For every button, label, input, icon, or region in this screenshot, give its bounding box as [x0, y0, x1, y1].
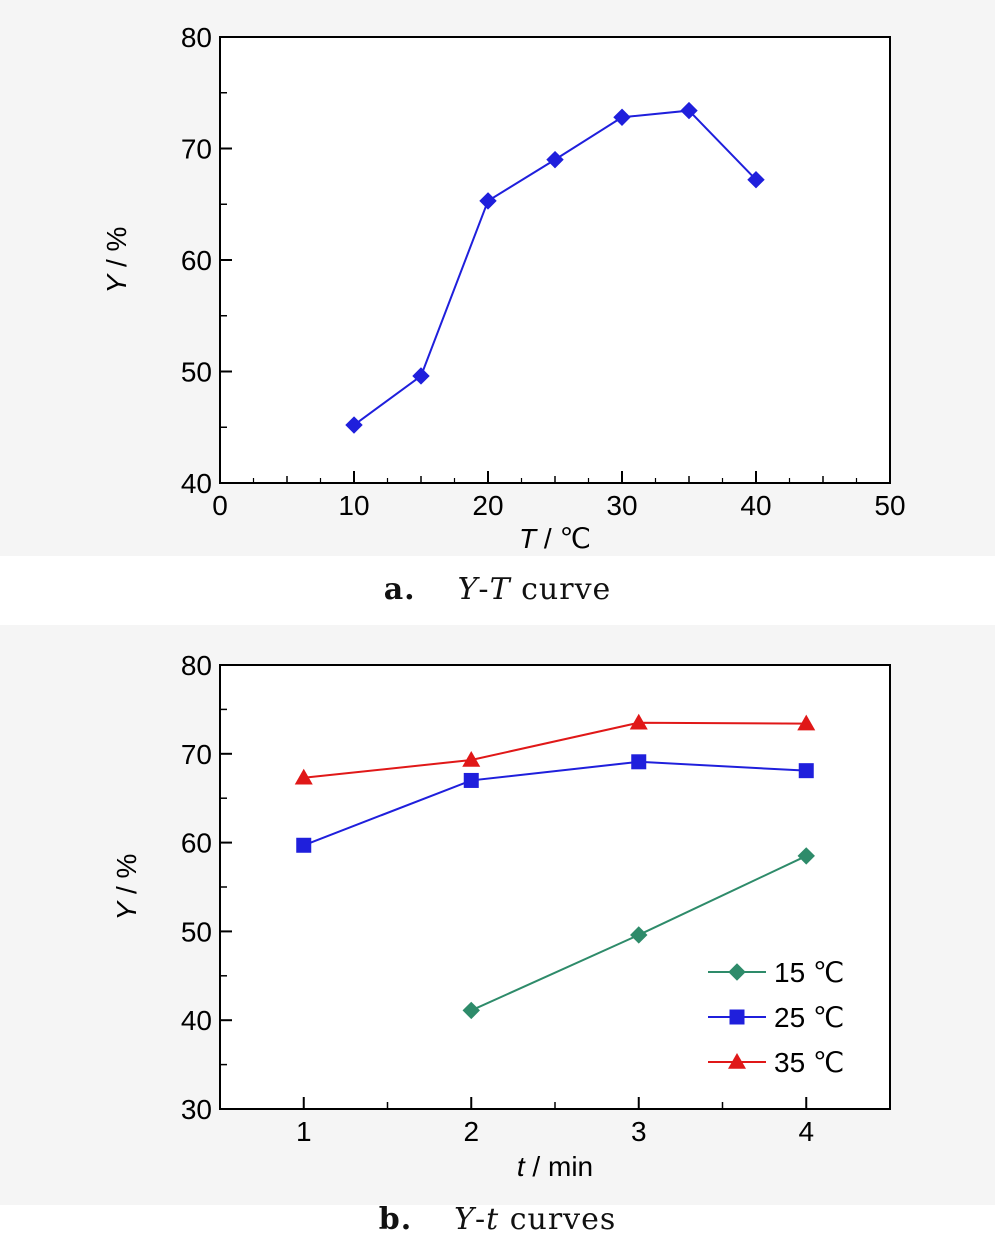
chart-a: 0 10 20 30 40 50 40 50 60 70 80 T / ℃ Y / %: [101, 22, 906, 554]
series-line-1-2: [303, 721, 807, 779]
data-point-1-1-1: [463, 772, 479, 788]
data-point-1-2-0: [294, 768, 313, 785]
legend-label-1: 25 ℃: [774, 1002, 844, 1033]
x-tick-label-0-0: 0: [212, 490, 228, 521]
series-line-1-1: [303, 760, 807, 847]
x-axis-label-var-0: T: [519, 523, 538, 554]
y-tick-label-1-1: 40: [181, 1005, 212, 1036]
data-point-0-0-5: [680, 101, 698, 120]
caption-a-tag: a.: [383, 572, 416, 607]
y-tick-label-0-3: 70: [181, 134, 212, 165]
legend-marker-2: [728, 1053, 746, 1069]
y-axis-label-var-1: Y: [111, 899, 142, 920]
y-tick-label-0-0: 40: [181, 468, 212, 499]
data-point-0-0-1: [412, 367, 430, 385]
data-point-0-0-3: [546, 150, 564, 169]
data-point-0-0-6: [747, 171, 765, 189]
x-tick-label-1-2: 3: [631, 1116, 647, 1147]
y-tick-label-1-0: 30: [181, 1094, 212, 1125]
x-tick-label-1-1: 2: [463, 1116, 479, 1147]
y-tick-label-1-4: 70: [181, 739, 212, 770]
data-point-1-0-2: [797, 847, 815, 865]
data-point-1-1-2: [631, 754, 647, 770]
caption-b-var2: t: [486, 1202, 500, 1237]
chart-b: 1 2 3 4 30 40 50 60 70 80 t / min Y / % 15 ℃ 25 ℃ 35 ℃: [111, 650, 891, 1182]
y-tick-label-0-4: 80: [181, 22, 212, 53]
data-point-1-1-3: [798, 763, 814, 779]
caption-b-dash: -: [474, 1202, 487, 1237]
plot-area-1: [219, 664, 891, 1110]
y-tick-label-0-1: 50: [181, 357, 212, 388]
caption-b-tag: b.: [378, 1202, 413, 1237]
x-tick-label-1-0: 1: [296, 1116, 312, 1147]
y-tick-label-1-5: 80: [181, 650, 212, 681]
y-tick-label-0-2: 60: [181, 245, 212, 276]
y-tick-label-1-2: 50: [181, 916, 212, 947]
caption-a-var2: T: [489, 572, 511, 607]
legend-label-2: 35 ℃: [774, 1047, 844, 1078]
caption-b: b. Y-t curves: [0, 1202, 995, 1237]
caption-b-var1: Y: [454, 1202, 475, 1237]
y-axis-label-1: Y / %: [111, 854, 142, 921]
x-axis-label-unit-1: / min: [525, 1151, 593, 1182]
caption-a-var1: Y: [457, 572, 479, 607]
caption-a-rest: curve: [510, 572, 612, 607]
x-tick-label-0-4: 40: [740, 490, 771, 521]
x-tick-label-0-5: 50: [874, 490, 905, 521]
y-tick-label-1-3: 60: [181, 828, 212, 859]
data-point-0-0-0: [345, 416, 363, 434]
x-tick-label-0-1: 10: [338, 490, 369, 521]
data-point-1-2-1: [462, 751, 481, 767]
caption-a-dash: -: [478, 572, 490, 607]
y-axis-label-unit-1: / %: [111, 854, 142, 902]
legend-marker-0: [728, 963, 746, 981]
data-point-0-0-4: [613, 108, 631, 126]
x-axis-label-1: t / min: [517, 1151, 593, 1182]
data-point-1-0-0: [462, 1001, 480, 1020]
data-point-1-1-0: [296, 837, 312, 853]
y-axis-label-var-0: Y: [101, 272, 132, 293]
caption-b-rest: curves: [499, 1202, 617, 1237]
x-tick-label-0-3: 30: [606, 490, 637, 521]
y-axis-label-0: Y / %: [101, 227, 132, 294]
data-point-1-2-3: [797, 714, 816, 731]
x-axis-label-0: T / ℃: [519, 523, 591, 554]
legend-marker-1: [729, 1009, 745, 1025]
x-tick-label-0-2: 20: [472, 490, 503, 521]
x-axis-label-unit-0: / ℃: [536, 523, 591, 554]
y-axis-label-unit-0: / %: [101, 227, 132, 275]
data-point-0-0-2: [479, 192, 497, 210]
plot-area-0: [219, 36, 891, 484]
data-point-1-2-2: [629, 713, 648, 730]
data-point-1-0-1: [630, 926, 648, 944]
x-axis-label-var-1: t: [517, 1151, 526, 1182]
legend-label-0: 15 ℃: [774, 957, 844, 988]
x-tick-label-1-3: 4: [798, 1116, 814, 1147]
caption-a: a. Y-T curve: [0, 572, 995, 607]
